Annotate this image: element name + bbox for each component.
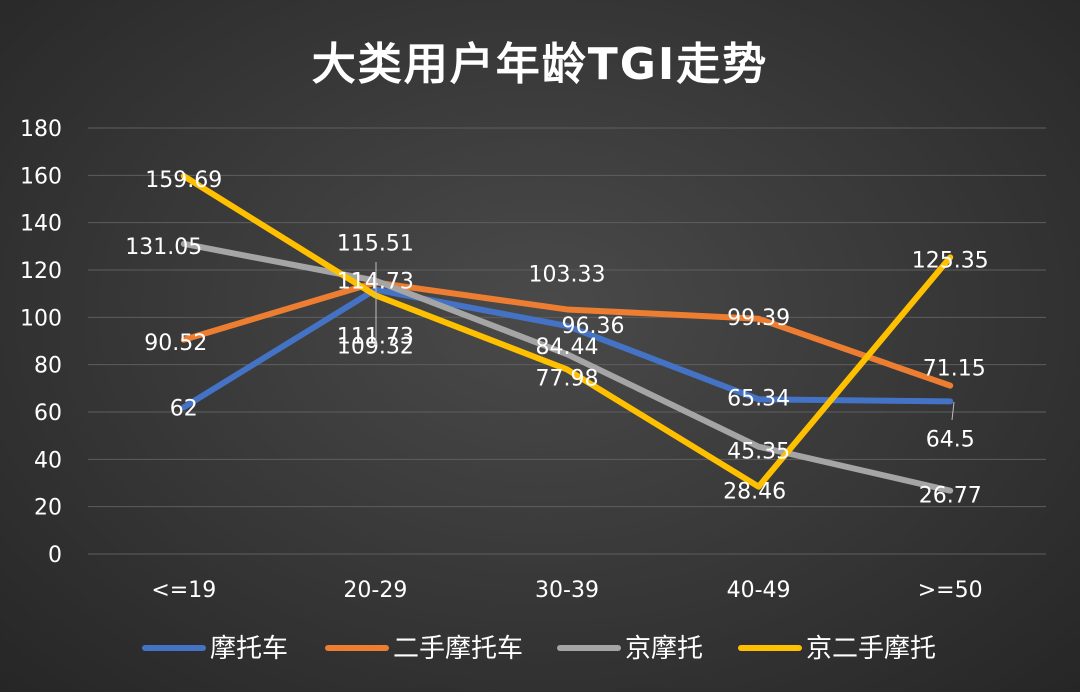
- y-tick-label: 140: [20, 212, 62, 237]
- legend-label: 摩托车: [210, 634, 288, 664]
- leader-line: [951, 401, 955, 421]
- data-label: 71.15: [923, 357, 986, 382]
- series-line: [180, 240, 954, 494]
- data-label: 111.73: [337, 325, 414, 350]
- legend: 摩托车 二手摩托车 京摩托 京二手摩托: [142, 634, 936, 664]
- data-label: 114.73: [337, 269, 414, 294]
- y-tick-label: 80: [34, 354, 62, 379]
- series-line: [180, 286, 954, 411]
- y-tick-label: 120: [20, 259, 62, 284]
- y-tick-label: 180: [20, 117, 62, 142]
- data-label: 96.36: [562, 314, 625, 339]
- y-axis-ticks: 0 20 40 60 80 100 120 140 160 180: [20, 117, 62, 568]
- legend-label: 二手摩托车: [393, 634, 523, 664]
- data-label: 28.46: [723, 480, 786, 505]
- y-tick-label: 20: [34, 496, 62, 521]
- x-tick-label: <=19: [151, 578, 216, 603]
- x-axis-ticks: <=19 20-29 30-39 40-49 >=50: [151, 578, 982, 603]
- legend-label: 京摩托: [625, 634, 703, 664]
- y-tick-label: 40: [34, 448, 62, 473]
- series-lines: [180, 173, 954, 494]
- data-label: 64.5: [926, 427, 975, 452]
- series-line: [180, 279, 954, 389]
- data-label: 103.33: [529, 262, 606, 287]
- chart-title: 大类用户年龄TGI走势: [311, 39, 769, 90]
- x-tick-label: >=50: [918, 578, 983, 603]
- data-labels: 62 111.73 96.36 65.34 64.5 90.52 114.73 103.33 9…: [125, 168, 988, 509]
- y-tick-label: 100: [20, 306, 62, 331]
- x-tick-label: 30-39: [535, 578, 599, 603]
- data-label: 131.05: [125, 235, 202, 260]
- data-label: 84.44: [536, 335, 599, 360]
- data-label: 125.35: [912, 248, 989, 273]
- gridlines: [88, 127, 1046, 555]
- data-label: 62: [170, 396, 198, 421]
- x-tick-label: 20-29: [343, 578, 407, 603]
- data-label: 90.52: [144, 331, 207, 356]
- data-label: 26.77: [919, 484, 982, 509]
- legend-label: 京二手摩托: [806, 634, 936, 664]
- y-tick-label: 0: [48, 543, 62, 568]
- data-label: 99.39: [727, 306, 790, 331]
- data-label: 109.32: [337, 334, 414, 359]
- data-label: 115.51: [337, 232, 414, 257]
- data-label: 159.69: [145, 168, 222, 193]
- data-label: 45.35: [727, 440, 790, 465]
- y-tick-label: 160: [20, 164, 62, 189]
- data-label: 65.34: [727, 386, 790, 411]
- data-label: 77.98: [536, 366, 599, 391]
- series-line: [180, 173, 954, 490]
- y-tick-label: 60: [34, 401, 62, 426]
- x-tick-label: 40-49: [727, 578, 791, 603]
